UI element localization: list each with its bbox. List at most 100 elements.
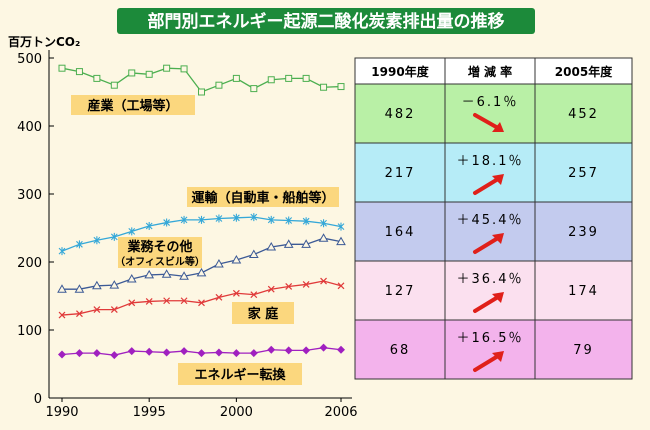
cell-2005: 239 — [568, 225, 599, 240]
x-tick-label: 1990 — [45, 405, 78, 420]
data-point — [267, 345, 276, 354]
data-point — [110, 81, 118, 89]
transport-label: 運輸（自動車・船舶等） — [191, 190, 334, 206]
data-point — [92, 349, 101, 358]
data-point — [58, 247, 66, 256]
data-point — [232, 349, 241, 358]
cell-1990: 127 — [385, 284, 416, 299]
cell-2005: 452 — [568, 107, 599, 122]
arrow-down-icon — [473, 113, 504, 132]
data-point — [144, 269, 155, 279]
data-point — [215, 214, 223, 223]
x-tick-label: 2000 — [220, 405, 253, 420]
series-1 — [58, 213, 345, 256]
industry-label: 産業（工場等） — [87, 98, 178, 114]
data-point — [318, 233, 329, 242]
summary-table: 1990年度 増 減 率 2005年度 482 －6.1％ 452 217 ＋18.1％ 257… — [354, 57, 633, 380]
y-unit-label: 百万トンCO₂ — [8, 35, 80, 49]
data-point — [266, 242, 277, 251]
data-point — [180, 65, 188, 73]
chart-title: 部門別エネルギー起源二酸化炭素排出量の推移 — [148, 11, 505, 32]
data-point — [248, 249, 259, 259]
cell-rate: ＋36.4％ — [457, 272, 524, 287]
data-point — [285, 283, 293, 290]
y-tick-label: 200 — [17, 256, 42, 271]
data-point — [74, 284, 85, 293]
data-point — [250, 291, 258, 299]
arrow-up-icon — [473, 292, 504, 313]
data-point — [58, 64, 66, 72]
y-tick-label: 0 — [34, 392, 42, 407]
data-point — [145, 298, 153, 305]
table-row-bg — [354, 260, 633, 321]
data-point — [76, 310, 83, 318]
cell-rate: ＋45.4％ — [457, 213, 524, 228]
data-point — [320, 83, 328, 91]
data-point — [128, 299, 136, 307]
cell-rate: ＋16.5％ — [457, 331, 524, 346]
data-point — [57, 284, 67, 293]
data-point — [93, 306, 101, 314]
data-point — [126, 273, 137, 283]
data-point — [249, 349, 258, 358]
cell-1990: 164 — [385, 225, 416, 240]
data-point — [196, 267, 207, 277]
table-header-cell: 増 減 率 — [468, 64, 512, 79]
data-point — [163, 218, 171, 227]
data-point — [320, 219, 327, 228]
data-point — [302, 346, 311, 355]
table-header-cell: 1990年度 — [371, 64, 429, 79]
data-point — [267, 285, 275, 293]
cell-rate: ＋18.1％ — [457, 154, 524, 169]
data-point — [109, 280, 120, 289]
data-point — [283, 239, 294, 248]
series-3 — [58, 277, 345, 319]
data-point — [163, 64, 171, 72]
table-row: 164 ＋45.4％ 239 — [354, 201, 633, 262]
cell-1990: 217 — [385, 166, 416, 181]
data-point — [231, 254, 242, 264]
data-point — [302, 217, 310, 226]
data-point — [128, 69, 136, 77]
data-point — [145, 347, 154, 356]
data-point — [75, 349, 84, 358]
data-point — [337, 222, 345, 231]
commercial-label-box — [118, 237, 202, 268]
series-2 — [57, 233, 346, 293]
data-point — [180, 347, 189, 356]
data-point — [232, 213, 240, 222]
data-point — [179, 271, 189, 280]
household-label-box — [232, 302, 294, 324]
commercial-label-main: 業務その他 — [126, 239, 192, 255]
series-line — [61, 67, 342, 93]
data-point — [301, 239, 311, 248]
data-point — [110, 306, 118, 314]
table-row: 217 ＋18.1％ 257 — [354, 142, 633, 203]
energy-label: エネルギー転換 — [194, 367, 286, 383]
data-point — [267, 76, 275, 84]
data-point — [58, 311, 66, 319]
data-point — [302, 281, 310, 288]
data-point — [110, 351, 119, 360]
data-point — [92, 280, 102, 290]
data-point — [198, 215, 205, 224]
y-tick-label: 400 — [17, 120, 42, 135]
x-tick-label: 2006 — [324, 405, 357, 420]
data-point — [93, 236, 101, 245]
data-point — [302, 74, 310, 82]
data-point — [58, 350, 66, 359]
data-point — [337, 345, 345, 354]
commercial-label-sub: （オフィスビル等） — [115, 255, 205, 268]
data-point — [163, 297, 171, 305]
data-point — [198, 88, 205, 96]
data-point — [198, 299, 205, 307]
data-point — [337, 83, 345, 91]
cell-2005: 79 — [573, 343, 594, 358]
series-0 — [58, 64, 345, 96]
table-row-bg — [354, 319, 633, 380]
cell-rate: －6.1％ — [462, 95, 519, 110]
title-box — [117, 8, 535, 34]
table-row-bg — [354, 83, 633, 144]
